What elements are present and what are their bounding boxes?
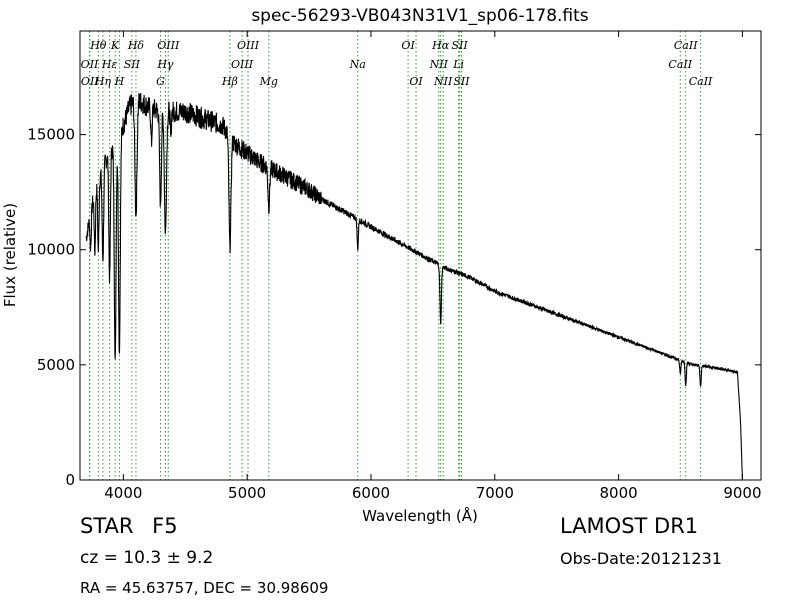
line-label-22: Li [452,58,464,71]
line-label-20: Hα [431,39,450,52]
x-tick-label-0: 4000 [104,484,142,502]
observation-date: Obs-Date:20121231 [560,549,722,568]
line-label-17: OI [401,39,415,52]
line-label-15: Mg [259,75,278,88]
line-label-3: Hη [94,75,112,88]
object-classification: STAR F5 [80,514,190,538]
x-tick-label-2: 6000 [352,484,390,502]
chart-title: spec-56293-VB043N31V1_sp06-178.fits [251,6,589,26]
line-label-6: H [114,75,125,88]
x-axis-label: Wavelength (Å) [362,506,478,525]
line-label-10: Hγ [156,58,174,71]
survey-name: LAMOST DR1 [560,514,699,538]
line-label-26: CaII [674,39,698,52]
x-axis: 4000 5000 6000 7000 8000 9000 [104,31,762,502]
y-axis-label: Flux (relative) [1,203,19,307]
line-label-27: CaII [689,75,713,88]
object-subclass: F5 [152,514,178,538]
emission-line-labels: OII OII Hθ Hη Hε K H SII Hδ G Hγ OIII Hβ OIII OIII Mg Na… [81,39,713,88]
plot-frame [79,30,762,481]
y-tick-label-2: 10000 [27,241,75,259]
line-label-5: K [110,39,120,52]
line-label-24: SII [453,75,470,88]
x-tick-label-4: 8000 [600,484,638,502]
x-tick-label-5: 9000 [723,484,761,502]
line-label-9: G [156,75,165,88]
y-axis: 0 5000 10000 15000 [27,126,761,489]
y-tick-label-3: 15000 [27,126,75,144]
y-tick-label-1: 5000 [37,356,75,374]
line-label-16: Na [349,58,366,71]
x-tick-label-1: 5000 [228,484,266,502]
line-label-12: Hβ [221,75,238,88]
object-type: STAR [80,514,134,538]
line-label-7: SII [124,58,141,71]
line-label-18: OI [409,75,423,88]
line-label-1: OII [81,75,99,88]
line-label-25: CaII [668,58,692,71]
line-label-2: Hθ [89,39,107,52]
y-tick-label-0: 0 [65,471,75,489]
emission-line-markers [89,31,702,480]
line-label-4: Hε [101,58,118,71]
line-label-19: NII [429,58,449,71]
coordinates: RA = 45.63757, DEC = 30.98609 [80,579,329,597]
line-label-14: OIII [237,39,260,52]
line-label-21: NII [433,75,453,88]
redshift-value: cz = 10.3 ± 9.2 [80,548,214,568]
line-label-0: OII [81,58,99,71]
line-label-13: OIII [231,58,254,71]
spectrum-line [85,92,743,481]
line-label-8: Hδ [127,39,145,52]
line-label-11: OIII [157,39,180,52]
line-label-23: SII [452,39,469,52]
x-tick-label-3: 7000 [476,484,514,502]
